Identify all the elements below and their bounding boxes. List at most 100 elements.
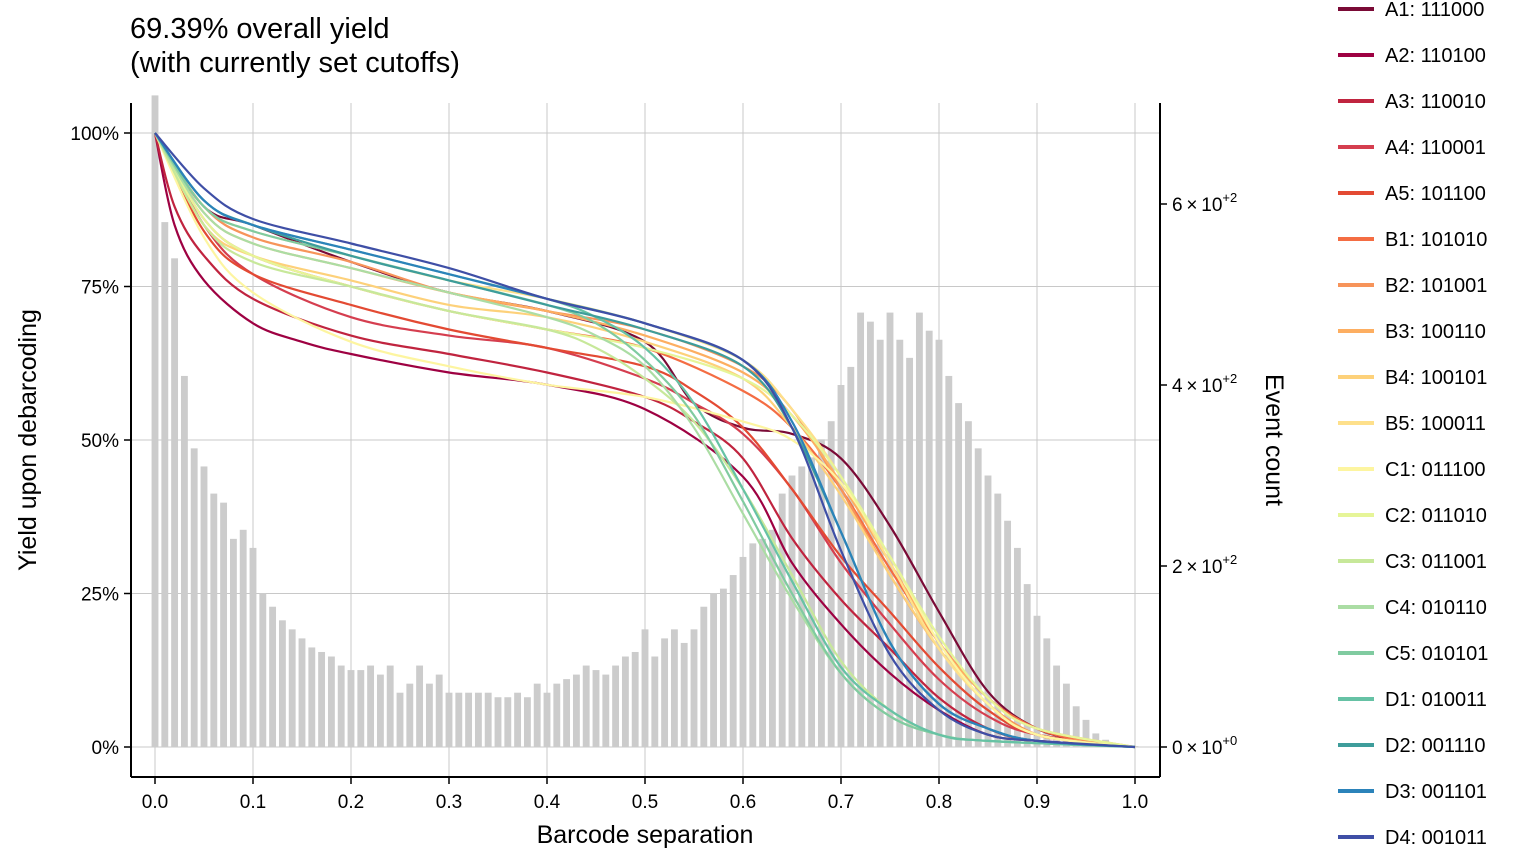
histogram-bar xyxy=(494,697,502,747)
histogram-bar xyxy=(504,697,512,747)
histogram-bar xyxy=(288,629,296,747)
histogram-bar xyxy=(700,606,708,747)
histogram-bar xyxy=(906,357,914,747)
legend-label: A4: 110001 xyxy=(1385,137,1486,159)
histogram-bar xyxy=(1004,520,1012,747)
histogram-bar xyxy=(935,339,943,747)
histogram-bar xyxy=(308,647,316,747)
legend-label: B5: 100011 xyxy=(1385,413,1486,435)
histogram-bar xyxy=(592,670,600,747)
x-tick-label: 0.8 xyxy=(926,792,952,813)
histogram-bar xyxy=(964,421,972,747)
y-tick-label: 25% xyxy=(81,585,119,606)
histogram-bar xyxy=(1033,615,1041,747)
chart-title-line: 69.39% overall yield xyxy=(130,13,390,45)
x-axis-title: Barcode separation xyxy=(537,821,754,849)
histogram-bar xyxy=(474,692,482,747)
x-tick-label: 1.0 xyxy=(1122,792,1148,813)
legend-label: D1: 010011 xyxy=(1385,689,1487,711)
legend-label: D2: 001110 xyxy=(1385,735,1485,757)
x-tick-label: 0.5 xyxy=(632,792,658,813)
histogram-bar xyxy=(1053,665,1061,747)
histogram-bar xyxy=(866,321,874,747)
chart-title: 69.39% overall yield (with currently set … xyxy=(130,13,460,79)
histogram-bar xyxy=(768,529,776,747)
y-axis-title: Yield upon debarcoding xyxy=(14,309,42,571)
x-tick-label: 0.4 xyxy=(534,792,561,813)
histogram-bar xyxy=(357,670,365,747)
histogram-bar xyxy=(563,679,571,747)
x-tick-label: 0.0 xyxy=(142,792,168,813)
series-line xyxy=(154,132,1136,749)
histogram-bar xyxy=(631,651,639,747)
histogram-bar xyxy=(239,529,247,747)
legend-label: C3: 011001 xyxy=(1385,551,1487,573)
histogram-bar xyxy=(553,683,561,747)
histogram-bar xyxy=(1062,683,1070,747)
histogram-bar xyxy=(278,620,286,747)
histogram-bar xyxy=(651,656,659,747)
histogram-bar xyxy=(788,475,796,747)
histogram-bar xyxy=(1043,638,1051,747)
x-tick-label: 0.1 xyxy=(240,792,266,813)
histogram-bar xyxy=(1023,584,1031,747)
histogram-bar xyxy=(739,556,747,747)
legend-label: D3: 001101 xyxy=(1385,781,1487,803)
histogram-bar xyxy=(612,665,620,747)
y2-tick-base: 0 × 10 xyxy=(1172,738,1222,759)
histogram-bar xyxy=(367,665,375,747)
histogram-bar xyxy=(425,683,433,747)
histogram-bar xyxy=(1013,547,1021,747)
series-line xyxy=(154,132,1136,749)
histogram-bar xyxy=(710,593,718,747)
histogram-bar xyxy=(180,375,188,747)
histogram-bar xyxy=(749,543,757,747)
histogram-bar xyxy=(249,547,257,747)
x-tick-label: 0.2 xyxy=(338,792,364,813)
histogram-bar xyxy=(641,629,649,747)
series-line xyxy=(154,132,1136,749)
x-tick-label: 0.3 xyxy=(436,792,462,813)
series-line xyxy=(154,132,1136,749)
histogram-bar xyxy=(955,403,963,747)
legend: A1: 111000 A2: 110100 A3: 110010 A4: 110001… xyxy=(1338,0,1488,849)
histogram-bar xyxy=(925,330,933,747)
histogram-bar xyxy=(298,638,306,747)
histogram-bar xyxy=(210,493,218,747)
histogram-bar xyxy=(690,629,698,747)
legend-label: A2: 110100 xyxy=(1385,45,1486,67)
histogram-bar xyxy=(229,538,237,747)
chart-title-line: (with currently set cutoffs) xyxy=(130,47,460,79)
legend-label: A3: 110010 xyxy=(1385,91,1486,113)
histogram-bar xyxy=(171,258,179,747)
histogram-bar xyxy=(817,439,825,747)
y2-tick-label: 4 × 10+2 xyxy=(1172,371,1237,397)
histogram-bar xyxy=(994,493,1002,747)
legend-label: B2: 101001 xyxy=(1385,275,1487,297)
legend-label: C1: 011100 xyxy=(1385,459,1485,481)
histogram-bar xyxy=(455,692,463,747)
histogram-bar xyxy=(680,642,688,747)
histogram-bar xyxy=(347,670,355,747)
histogram-bar xyxy=(827,421,835,747)
histogram-bar xyxy=(915,312,923,747)
histogram-bar xyxy=(798,466,806,747)
histogram-bar xyxy=(778,493,786,747)
histogram-bar xyxy=(416,665,424,747)
y-tick-label: 0% xyxy=(92,738,120,759)
histogram-bar xyxy=(974,448,982,747)
histogram-bar xyxy=(514,692,522,747)
histogram-bar xyxy=(857,312,865,747)
histogram-bar xyxy=(670,629,678,747)
histogram-bar xyxy=(376,674,384,747)
histogram-bar xyxy=(327,656,335,747)
histogram-bar xyxy=(200,466,208,747)
y-tick-label: 75% xyxy=(81,278,119,299)
histogram-bar xyxy=(151,95,159,747)
y2-axis-ticks: 0 × 10+02 × 10+24 × 10+26 × 10+2 xyxy=(1160,190,1237,759)
y2-tick-base: 2 × 10 xyxy=(1172,557,1222,578)
histogram-bar xyxy=(572,674,580,747)
histogram-bar xyxy=(386,665,394,747)
histogram-bar xyxy=(533,683,541,747)
